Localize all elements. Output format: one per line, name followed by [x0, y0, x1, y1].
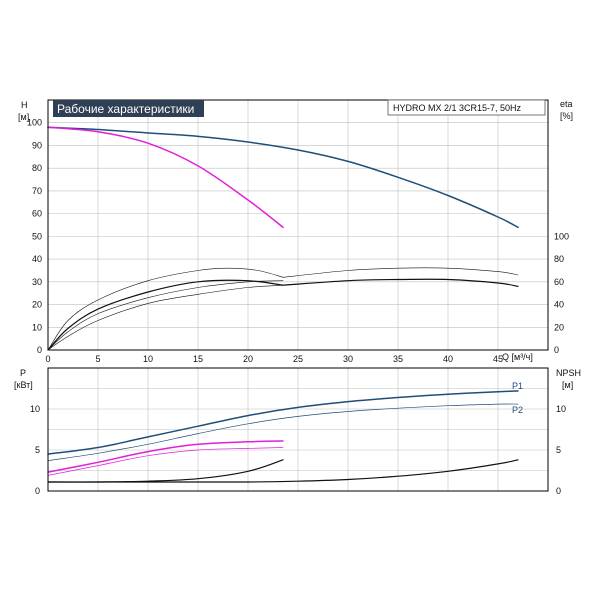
x-tick-label: 20	[243, 354, 253, 364]
y-tick-label-h: 10	[32, 322, 42, 332]
top-ticks: 0 5 10 15 20 25 30 35 40 45 0 10 20 30 40 50 60 70 80 90 100…	[27, 118, 569, 364]
x-tick-label: 10	[143, 354, 153, 364]
y-axis-unit-p: [кВт]	[14, 380, 33, 390]
y-tick-label-h: 0	[37, 345, 42, 355]
y-axis-unit-npsh: [м]	[562, 380, 573, 390]
y-tick-label-p: 10	[30, 404, 40, 414]
y-tick-label-npsh: 5	[556, 445, 561, 455]
series-label: P1	[512, 381, 523, 391]
model-box	[387, 99, 546, 116]
y-tick-label-h: 100	[27, 118, 42, 128]
x-tick-label: 5	[95, 354, 100, 364]
y-axis-unit-eta: [%]	[560, 111, 573, 121]
bottom-plot-frame	[47, 367, 549, 492]
y-tick-label-eta: 20	[554, 322, 564, 332]
x-tick-label: 30	[343, 354, 353, 364]
top-series-line	[47, 284, 284, 351]
y-tick-label-h: 60	[32, 209, 42, 219]
y-tick-label-h: 80	[32, 163, 42, 173]
y-tick-label-eta: 40	[554, 300, 564, 310]
y-axis-title-npsh: NPSH	[556, 368, 581, 378]
top-series-line	[47, 126, 519, 229]
x-tick-label: 0	[45, 354, 50, 364]
y-tick-label-npsh: 10	[556, 404, 566, 414]
series-labels: P1 P2	[512, 381, 523, 415]
y-axis-title-p: P	[20, 368, 26, 378]
y-tick-label-h: 70	[32, 186, 42, 196]
x-tick-label: 35	[393, 354, 403, 364]
top-grid	[47, 100, 549, 351]
top-series-line	[47, 279, 284, 351]
bottom-series-line	[47, 440, 284, 473]
top-series	[47, 126, 519, 351]
top-series-line	[47, 267, 284, 351]
series-label: P2	[512, 405, 523, 415]
y-tick-label-h: 20	[32, 300, 42, 310]
x-tick-label: 15	[193, 354, 203, 364]
y-tick-label-eta: 80	[554, 254, 564, 264]
bottom-series-line	[47, 459, 519, 483]
x-tick-label: 40	[443, 354, 453, 364]
y-tick-label-npsh: 0	[556, 486, 561, 496]
bottom-series-line	[47, 447, 284, 476]
bottom-series-line	[47, 403, 519, 462]
y-tick-label-h: 30	[32, 277, 42, 287]
title-box	[53, 100, 204, 117]
model-label: HYDRO MX 2/1 3CR15-7, 50Hz	[393, 103, 522, 113]
y-tick-label-h: 50	[32, 231, 42, 241]
top-plot-frame	[47, 99, 549, 351]
bottom-series-line	[47, 390, 519, 455]
top-series-line	[282, 278, 519, 287]
y-tick-label-eta: 0	[554, 345, 559, 355]
x-axis-title: Q [м³/ч]	[502, 352, 533, 362]
y-tick-label-h: 40	[32, 254, 42, 264]
bottom-ticks: 0 5 10 0 5 10	[30, 404, 566, 496]
chart-title: Рабочие характеристики	[57, 102, 194, 116]
bottom-grid	[47, 367, 549, 492]
y-axis-title-eta: eta	[560, 99, 573, 109]
y-axis-title-h: H	[21, 100, 28, 110]
y-tick-label-eta: 100	[554, 231, 569, 241]
bottom-series	[47, 390, 519, 483]
y-tick-label-p: 5	[35, 445, 40, 455]
y-axis-unit-h: [м]	[18, 112, 29, 122]
y-tick-label-h: 90	[32, 140, 42, 150]
top-series-line	[47, 126, 284, 229]
y-tick-label-eta: 60	[554, 277, 564, 287]
x-tick-label: 45	[493, 354, 503, 364]
x-tick-label: 25	[293, 354, 303, 364]
top-series-line	[47, 280, 284, 351]
y-tick-label-p: 0	[35, 486, 40, 496]
top-series-line	[282, 267, 519, 278]
